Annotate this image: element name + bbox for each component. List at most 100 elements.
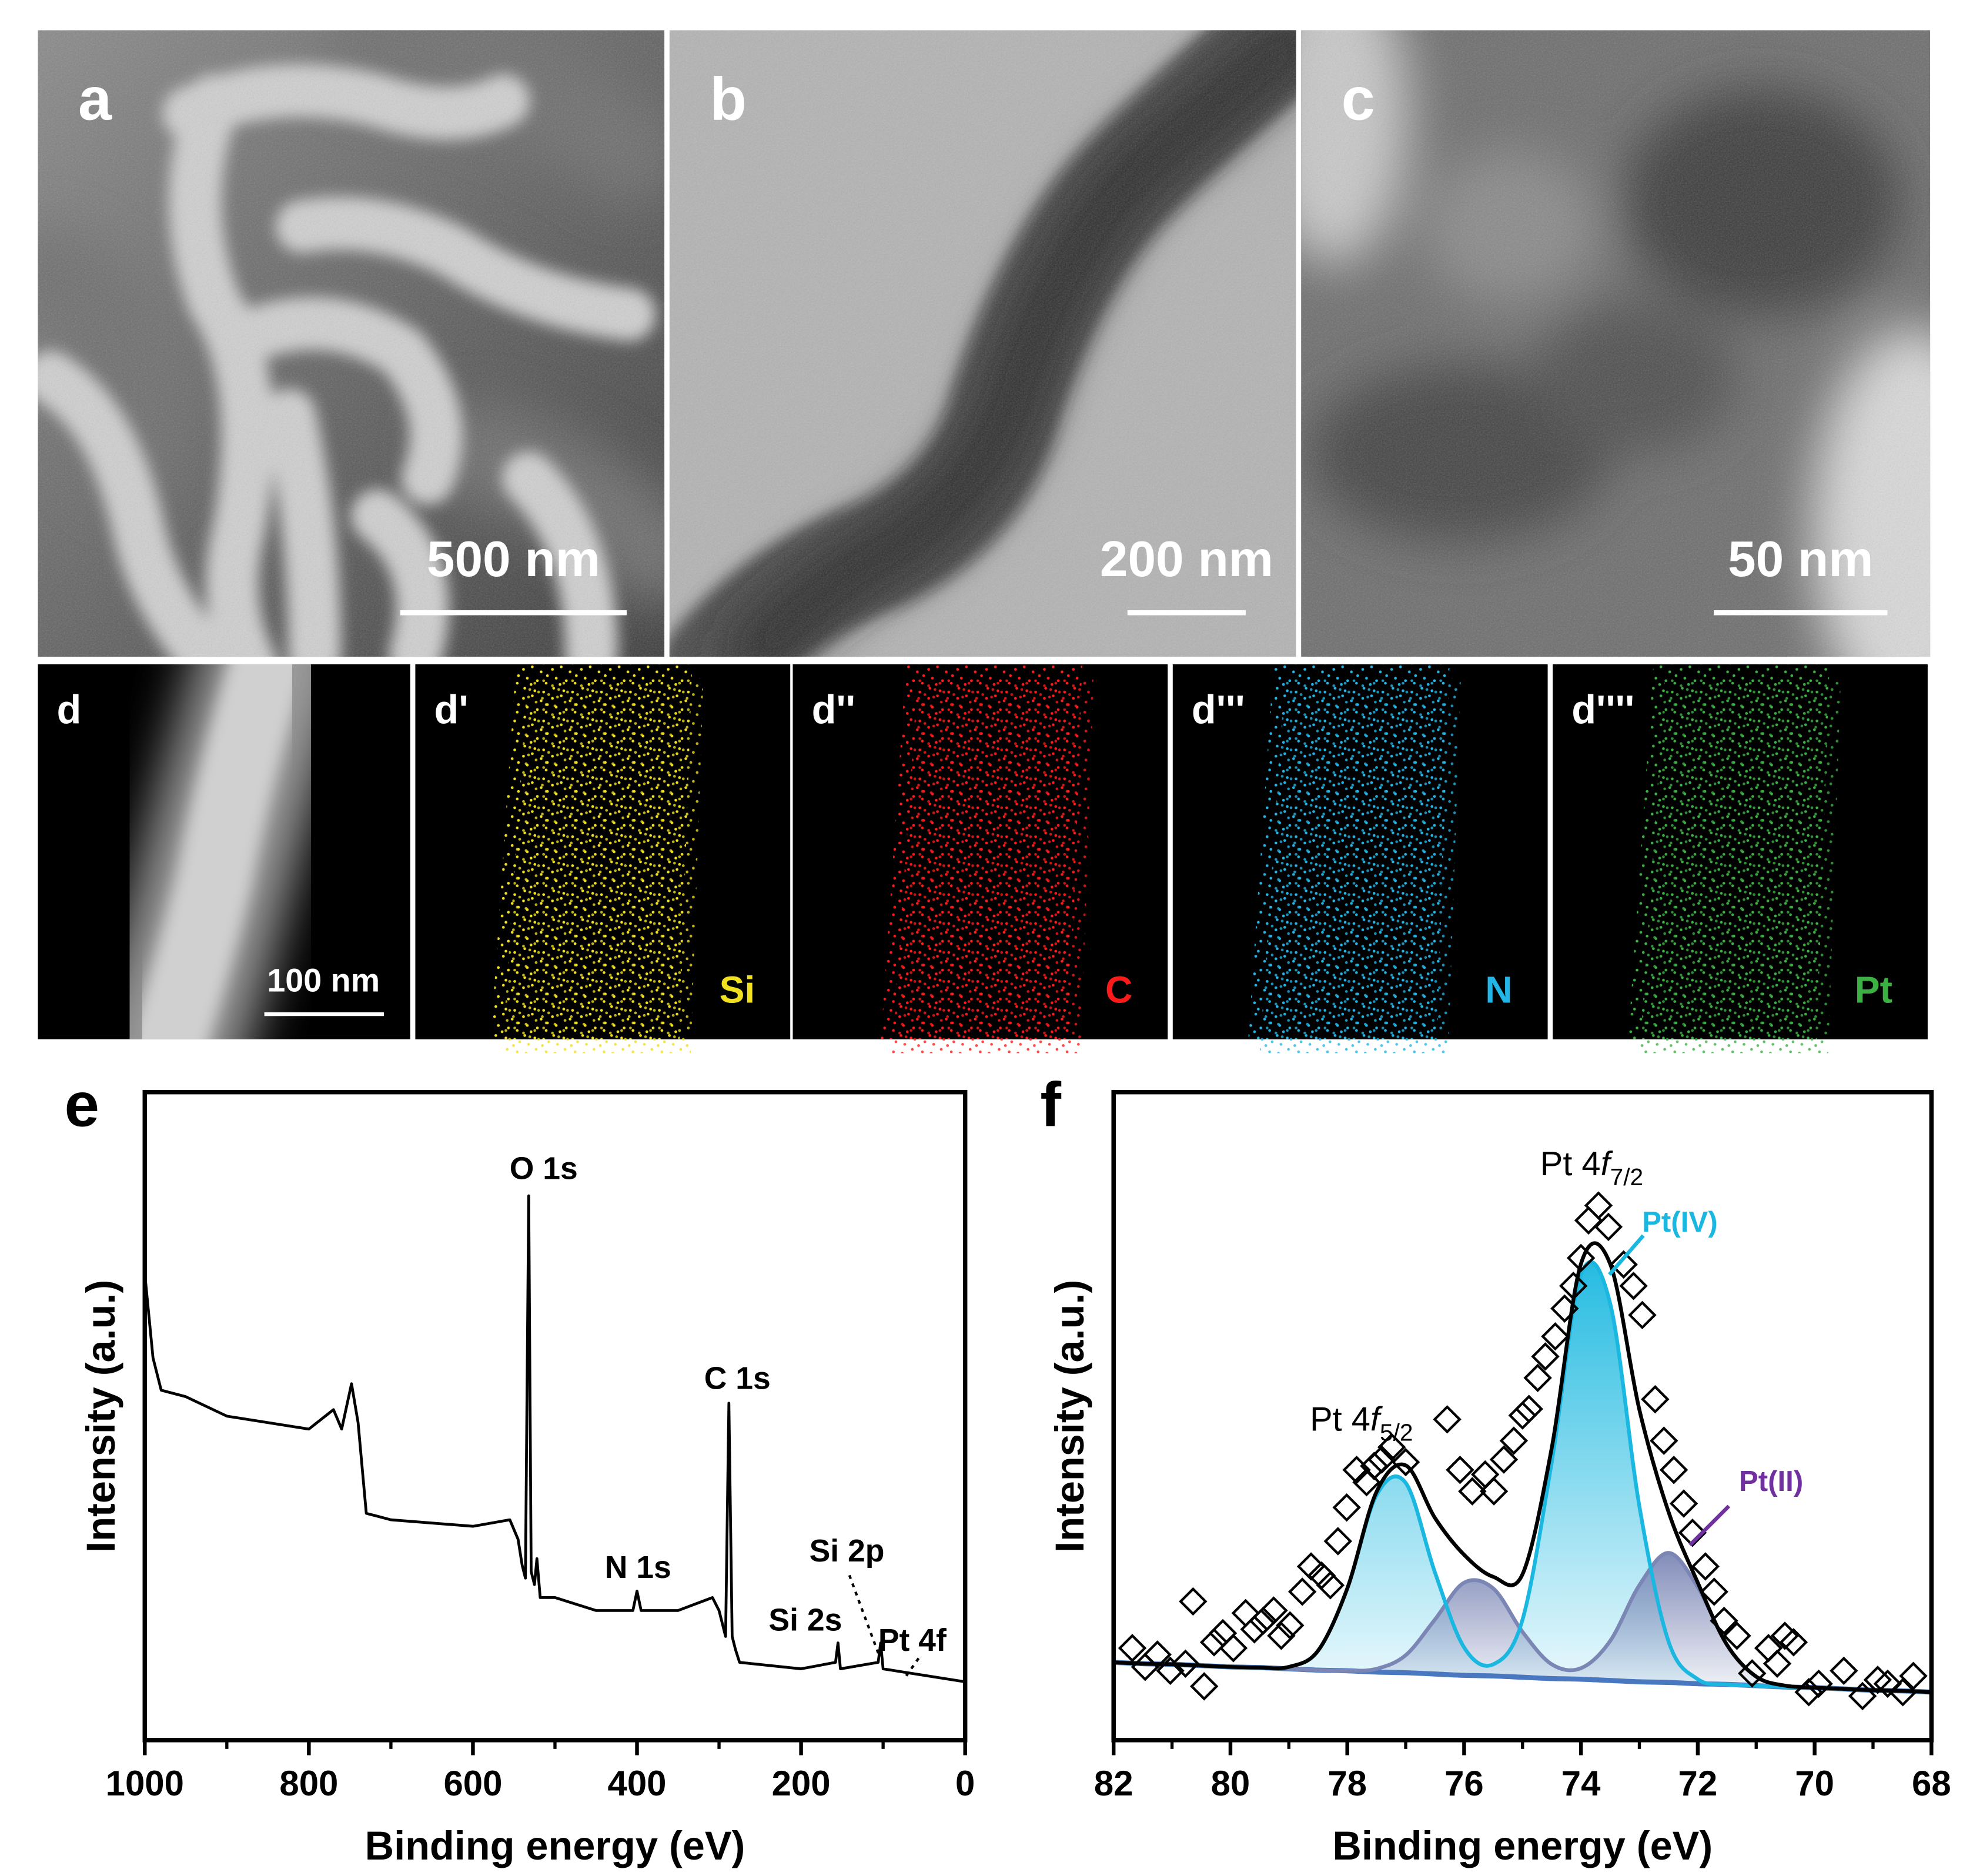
element-distribution — [502, 678, 704, 1054]
data-point — [1179, 1587, 1208, 1616]
panel-label: a — [78, 65, 112, 132]
hrtem-image — [1301, 30, 1931, 657]
data-point — [1650, 1426, 1678, 1455]
data-point — [1433, 1405, 1462, 1434]
label-part: Pt 4 — [1540, 1145, 1601, 1183]
component-area — [1113, 1262, 1932, 1693]
data-point — [1770, 1621, 1800, 1650]
element-distribution — [1259, 678, 1461, 1054]
data-point — [1609, 1250, 1638, 1279]
scale-bar-label: 50 nm — [1728, 531, 1873, 587]
x-tick-label: 0 — [955, 1764, 975, 1803]
data-point — [1156, 1656, 1185, 1686]
peak-label: Pt 4f — [878, 1623, 947, 1658]
data-point — [1143, 1640, 1172, 1669]
data-point — [1489, 1445, 1519, 1474]
x-tick-label: 74 — [1561, 1764, 1601, 1803]
peak-label: Si 2s — [768, 1603, 842, 1638]
data-point — [1307, 1561, 1336, 1590]
panel-label: d' — [434, 687, 469, 733]
leader-line — [848, 1574, 880, 1654]
data-point — [1171, 1649, 1200, 1678]
haadf-image — [38, 664, 410, 1039]
y-axis-title: Intensity (a.u.) — [78, 1280, 123, 1553]
series-line — [143, 1194, 966, 1683]
peak-label: Pt 4f5/2 — [1310, 1400, 1413, 1446]
series-line — [1113, 1241, 1932, 1694]
data-point — [1763, 1649, 1792, 1678]
x-tick-label: 78 — [1327, 1764, 1367, 1803]
data-point — [1267, 1621, 1296, 1650]
data-point — [1550, 1294, 1579, 1323]
data-point — [1830, 1656, 1858, 1686]
element-distribution — [892, 678, 1093, 1054]
scale-bar-label: 500 nm — [427, 531, 600, 587]
data-point — [1619, 1272, 1648, 1300]
peak-label: N 1s — [605, 1550, 671, 1585]
data-point — [1332, 1493, 1361, 1522]
data-point — [1231, 1599, 1260, 1628]
data-point — [1367, 1445, 1396, 1474]
data-point — [1691, 1552, 1720, 1581]
data-point — [1316, 1571, 1345, 1600]
component-label: Pt(II) — [1739, 1465, 1803, 1497]
data-point — [1499, 1426, 1529, 1455]
element-label: N — [1485, 969, 1512, 1011]
panel-label: d'' — [812, 687, 855, 733]
plot-frame — [142, 1089, 968, 1743]
data-point — [1190, 1672, 1219, 1701]
panel-label: d''' — [1192, 687, 1245, 733]
x-tick-label: 82 — [1094, 1764, 1133, 1803]
data-point — [1514, 1395, 1543, 1423]
data-point — [1794, 1678, 1823, 1707]
element-label: Si — [720, 969, 755, 1011]
leader-line — [1608, 1234, 1645, 1276]
data-point — [1208, 1618, 1238, 1648]
data-point — [1559, 1272, 1588, 1300]
x-tick-label: 68 — [1912, 1764, 1951, 1803]
data-point — [1458, 1477, 1487, 1506]
data-point — [1259, 1596, 1288, 1625]
data-point — [1899, 1661, 1928, 1690]
x-tick-label: 400 — [608, 1764, 667, 1803]
data-point — [1700, 1577, 1728, 1606]
panel-label: c — [1342, 65, 1375, 132]
data-point — [1377, 1433, 1406, 1462]
data-point — [1118, 1634, 1147, 1663]
data-point — [1669, 1489, 1698, 1518]
leader-line — [902, 1657, 920, 1681]
component-label: Pt(IV) — [1642, 1206, 1718, 1238]
x-axis-title: Binding energy (eV) — [1332, 1823, 1713, 1868]
data-point — [1710, 1606, 1738, 1636]
data-point — [1888, 1678, 1917, 1707]
element-label: Pt — [1855, 969, 1892, 1011]
data-point — [1219, 1634, 1248, 1663]
data-point — [1323, 1527, 1352, 1556]
data-point — [1584, 1191, 1613, 1220]
leader-line — [1688, 1504, 1731, 1547]
data-point — [1738, 1659, 1767, 1688]
tem-image — [669, 30, 1296, 657]
x-tick-label: 600 — [443, 1764, 502, 1803]
label-subscript: 5/2 — [1380, 1419, 1413, 1446]
data-point — [1628, 1300, 1657, 1330]
data-point — [1249, 1606, 1278, 1636]
x-axis-title: Binding energy (eV) — [365, 1823, 745, 1868]
x-tick-label: 80 — [1211, 1764, 1250, 1803]
scale-bar-label: 100 nm — [267, 962, 380, 998]
peak-label: C 1s — [704, 1362, 771, 1396]
label-part: Pt 4 — [1310, 1400, 1370, 1438]
data-point — [1391, 1447, 1420, 1477]
data-point — [1566, 1243, 1596, 1273]
data-point — [1723, 1621, 1751, 1650]
data-point — [1641, 1385, 1670, 1414]
data-point — [1276, 1611, 1305, 1640]
x-tick-label: 70 — [1795, 1764, 1834, 1803]
data-point — [1531, 1342, 1560, 1371]
data-point — [1479, 1477, 1509, 1506]
peak-label: Pt 4f7/2 — [1540, 1145, 1643, 1191]
sem-image — [38, 30, 665, 657]
data-point — [1659, 1456, 1688, 1484]
